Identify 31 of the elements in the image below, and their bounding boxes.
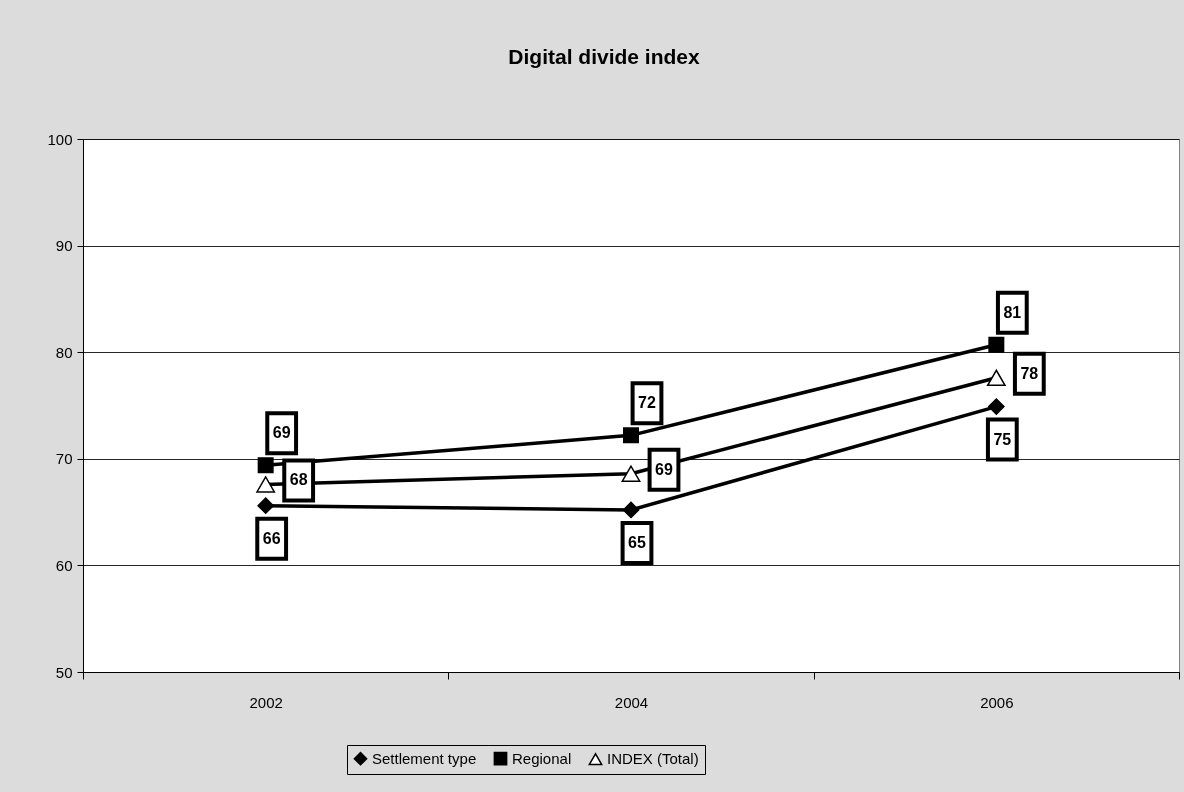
point xyxy=(988,336,1005,353)
data-label: 69 xyxy=(272,424,291,442)
legend-label: Regional xyxy=(512,749,572,767)
x-tick-label: 2002 xyxy=(249,693,283,711)
point xyxy=(257,497,274,515)
data-label: 72 xyxy=(638,394,656,412)
point xyxy=(257,457,274,474)
data-label: 65 xyxy=(628,533,646,551)
point xyxy=(622,501,640,519)
data-label: 81 xyxy=(1003,303,1022,321)
point xyxy=(623,427,639,444)
x-tick-label: 2004 xyxy=(614,693,649,711)
data-label: 68 xyxy=(289,471,308,489)
legend-label: Settlement type xyxy=(372,749,477,767)
point xyxy=(621,465,641,482)
data-label: 75 xyxy=(993,430,1012,448)
point xyxy=(986,369,1006,387)
data-label: 78 xyxy=(1020,364,1039,382)
y-tick-label: 80 xyxy=(55,343,73,361)
y-tick-label: 60 xyxy=(55,556,73,574)
chart-title: Digital divide index xyxy=(508,45,700,68)
legend-label: INDEX (Total) xyxy=(607,750,699,768)
data-label: 69 xyxy=(655,460,673,478)
point xyxy=(256,476,276,493)
y-tick-label: 70 xyxy=(55,450,73,468)
y-tick-label: 90 xyxy=(55,237,73,255)
point xyxy=(988,398,1005,415)
y-tick-label: 50 xyxy=(55,663,73,681)
y-tick-label: 100 xyxy=(47,130,73,148)
data-label: 66 xyxy=(262,529,281,547)
x-tick-label: 2006 xyxy=(980,693,1014,711)
